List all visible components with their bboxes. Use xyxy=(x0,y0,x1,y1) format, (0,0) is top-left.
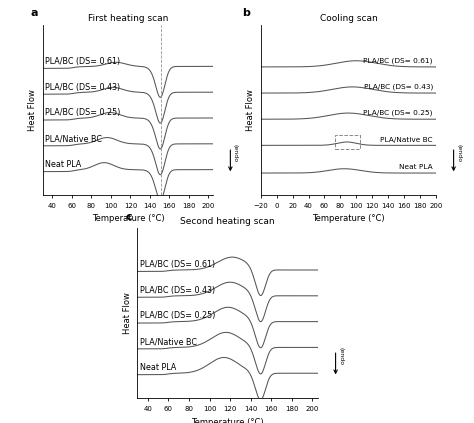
Text: (endo: (endo xyxy=(233,144,238,162)
Text: PLA/BC (DS= 0.43): PLA/BC (DS= 0.43) xyxy=(139,286,215,295)
Text: (endo: (endo xyxy=(338,347,343,365)
X-axis label: Temperature (°C): Temperature (°C) xyxy=(91,214,164,223)
Text: PLA/BC (DS= 0.25): PLA/BC (DS= 0.25) xyxy=(139,311,215,321)
Text: Neat PLA: Neat PLA xyxy=(399,164,433,170)
Title: Cooling scan: Cooling scan xyxy=(319,14,377,23)
Text: PLA/BC (DS= 0.43): PLA/BC (DS= 0.43) xyxy=(364,84,433,90)
Text: (endo: (endo xyxy=(456,144,461,162)
X-axis label: Temperature (°C): Temperature (°C) xyxy=(312,214,385,223)
Text: PLA/Native BC: PLA/Native BC xyxy=(139,337,197,346)
Text: PLA/BC (DS= 0.25): PLA/BC (DS= 0.25) xyxy=(364,110,433,116)
Text: PLA/BC (DS= 0.61): PLA/BC (DS= 0.61) xyxy=(364,58,433,64)
Text: Neat PLA: Neat PLA xyxy=(45,160,81,169)
Y-axis label: Heat Flow: Heat Flow xyxy=(28,89,37,131)
Text: c: c xyxy=(126,212,132,222)
Text: a: a xyxy=(31,8,38,18)
Text: PLA/Native BC: PLA/Native BC xyxy=(381,137,433,143)
Y-axis label: Heat Flow: Heat Flow xyxy=(123,292,132,334)
X-axis label: Temperature (°C): Temperature (°C) xyxy=(191,418,264,423)
Text: PLA/BC (DS= 0.43): PLA/BC (DS= 0.43) xyxy=(45,82,120,92)
Bar xyxy=(335,135,360,149)
Text: PLA/BC (DS= 0.25): PLA/BC (DS= 0.25) xyxy=(45,108,120,118)
Text: PLA/BC (DS= 0.61): PLA/BC (DS= 0.61) xyxy=(139,260,215,269)
Title: Second heating scan: Second heating scan xyxy=(180,217,275,226)
Title: First heating scan: First heating scan xyxy=(88,14,168,23)
Text: PLA/BC (DS= 0.61): PLA/BC (DS= 0.61) xyxy=(45,57,120,66)
Text: PLA/Native BC: PLA/Native BC xyxy=(45,134,101,143)
Text: Neat PLA: Neat PLA xyxy=(139,363,176,372)
Y-axis label: Heat Flow: Heat Flow xyxy=(246,89,255,131)
Text: b: b xyxy=(242,8,250,18)
